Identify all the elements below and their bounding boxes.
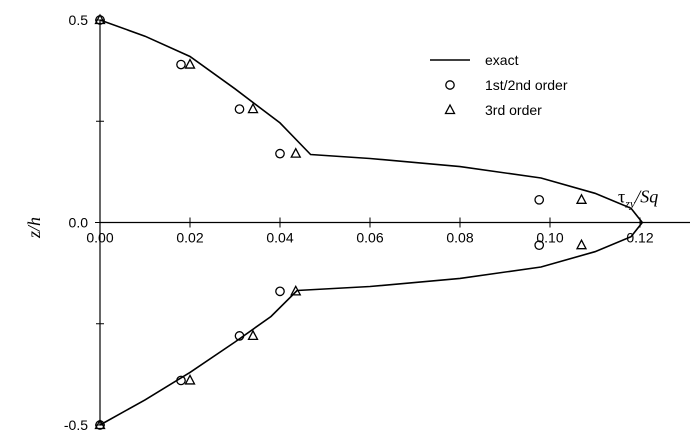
legend-marker-triangle bbox=[444, 103, 456, 115]
circle-point bbox=[275, 286, 285, 297]
x-tick-label: 0.00 bbox=[86, 230, 113, 246]
triangle-point bbox=[94, 418, 106, 430]
triangle-point bbox=[184, 58, 196, 69]
x-tick-label: 0.04 bbox=[266, 230, 293, 246]
legend-label: 1st/2nd order bbox=[485, 77, 568, 93]
y-tick-label: -0.5 bbox=[64, 417, 88, 433]
circle-point bbox=[275, 148, 285, 159]
legend-label: exact bbox=[485, 52, 519, 68]
triangle-point bbox=[290, 147, 302, 158]
legend-label: 3rd order bbox=[485, 102, 542, 118]
y-tick-label: 0.5 bbox=[69, 12, 89, 28]
legend: exact 1st/2nd order 3rd order bbox=[430, 52, 568, 118]
triangle-point bbox=[575, 238, 588, 250]
circle-point bbox=[534, 194, 545, 205]
x-tick-label: 0.06 bbox=[356, 230, 383, 246]
circle-point bbox=[534, 240, 545, 251]
x-tick-label: 0.02 bbox=[176, 230, 203, 246]
series-layer bbox=[94, 13, 644, 430]
circle-point bbox=[176, 59, 186, 70]
circle-point bbox=[234, 104, 245, 114]
exact-line bbox=[99, 19, 644, 426]
axes: 0.00 0.02 0.04 0.06 0.08 0.10 0.120.50.0-0.5 bbox=[64, 12, 690, 433]
triangle-point bbox=[247, 102, 259, 114]
x-tick-label: 0.10 bbox=[536, 230, 563, 246]
triangle-point bbox=[184, 374, 196, 385]
circle-point bbox=[176, 375, 186, 386]
triangle-point bbox=[290, 284, 302, 296]
y-tick-label: 0.0 bbox=[69, 215, 89, 231]
triangle-point bbox=[94, 13, 106, 25]
legend-marker-circle bbox=[445, 80, 455, 90]
x-axis-annotation: τzy/Sq bbox=[618, 187, 658, 211]
triangle-point bbox=[247, 329, 259, 341]
triangle-point bbox=[575, 193, 588, 204]
circle-point bbox=[234, 331, 245, 341]
axis-labels: z/h τzy/Sq bbox=[24, 187, 658, 240]
x-tick-label: 0.08 bbox=[446, 230, 473, 246]
y-axis-title: z/h bbox=[24, 217, 44, 239]
